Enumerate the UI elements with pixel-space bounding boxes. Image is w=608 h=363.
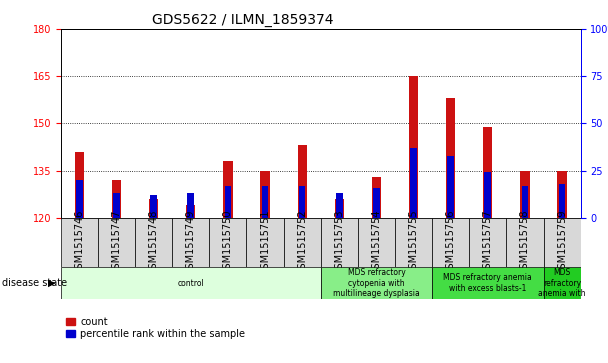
Bar — [483, 127, 492, 218]
Bar — [75, 152, 84, 218]
Bar — [299, 186, 305, 218]
Text: GSM1515757: GSM1515757 — [483, 209, 493, 275]
Bar — [186, 205, 195, 218]
Text: GSM1515748: GSM1515748 — [148, 209, 159, 275]
Bar — [559, 184, 565, 218]
Bar — [321, 218, 358, 267]
Text: MDS refractory
cytopenia with
multilineage dysplasia: MDS refractory cytopenia with multilinea… — [333, 268, 420, 298]
Bar — [113, 193, 120, 218]
Bar — [223, 161, 232, 218]
Text: disease state: disease state — [2, 278, 67, 288]
Title: GDS5622 / ILMN_1859374: GDS5622 / ILMN_1859374 — [152, 13, 334, 26]
Text: GSM1515755: GSM1515755 — [409, 209, 418, 275]
Bar — [112, 180, 121, 218]
Bar — [334, 199, 344, 218]
Text: MDS refractory anemia
with excess blasts-1: MDS refractory anemia with excess blasts… — [443, 273, 532, 293]
Bar — [261, 186, 268, 218]
Bar — [76, 180, 83, 218]
Bar — [260, 171, 270, 218]
Text: GSM1515752: GSM1515752 — [297, 209, 307, 275]
Bar — [187, 193, 194, 218]
Text: GSM1515751: GSM1515751 — [260, 209, 270, 275]
Bar — [61, 218, 98, 267]
Bar — [409, 76, 418, 218]
Bar — [150, 195, 157, 218]
Text: GSM1515753: GSM1515753 — [334, 209, 344, 275]
Text: GSM1515756: GSM1515756 — [446, 209, 455, 275]
Bar — [321, 267, 432, 299]
Bar — [371, 177, 381, 218]
Text: GSM1515759: GSM1515759 — [557, 209, 567, 275]
Bar — [544, 267, 581, 299]
Text: ▶: ▶ — [48, 278, 55, 288]
Bar — [446, 98, 455, 218]
Text: GSM1515750: GSM1515750 — [223, 209, 233, 275]
Bar — [558, 171, 567, 218]
Text: GSM1515747: GSM1515747 — [111, 209, 122, 275]
Bar — [283, 218, 321, 267]
Bar — [172, 218, 209, 267]
Bar — [336, 193, 343, 218]
Bar — [506, 218, 544, 267]
Text: GSM1515749: GSM1515749 — [186, 209, 196, 275]
Bar — [358, 218, 395, 267]
Bar — [149, 199, 158, 218]
Bar — [432, 267, 544, 299]
Bar — [98, 218, 135, 267]
Text: GSM1515758: GSM1515758 — [520, 209, 530, 275]
Text: control: control — [178, 279, 204, 287]
Bar — [297, 146, 307, 218]
Bar — [522, 186, 528, 218]
Bar — [410, 148, 417, 218]
Bar — [544, 218, 581, 267]
Bar — [520, 171, 530, 218]
Bar — [447, 155, 454, 218]
Text: GSM1515754: GSM1515754 — [371, 209, 381, 275]
Bar — [395, 218, 432, 267]
Bar — [469, 218, 506, 267]
Bar — [224, 186, 231, 218]
Bar — [135, 218, 172, 267]
Legend: count, percentile rank within the sample: count, percentile rank within the sample — [66, 317, 245, 339]
Bar — [246, 218, 283, 267]
Text: GSM1515746: GSM1515746 — [74, 209, 85, 275]
Bar — [485, 172, 491, 218]
Bar — [373, 188, 380, 218]
Bar — [209, 218, 246, 267]
Bar — [432, 218, 469, 267]
Bar — [61, 267, 321, 299]
Text: MDS
refractory
anemia with: MDS refractory anemia with — [538, 268, 586, 298]
